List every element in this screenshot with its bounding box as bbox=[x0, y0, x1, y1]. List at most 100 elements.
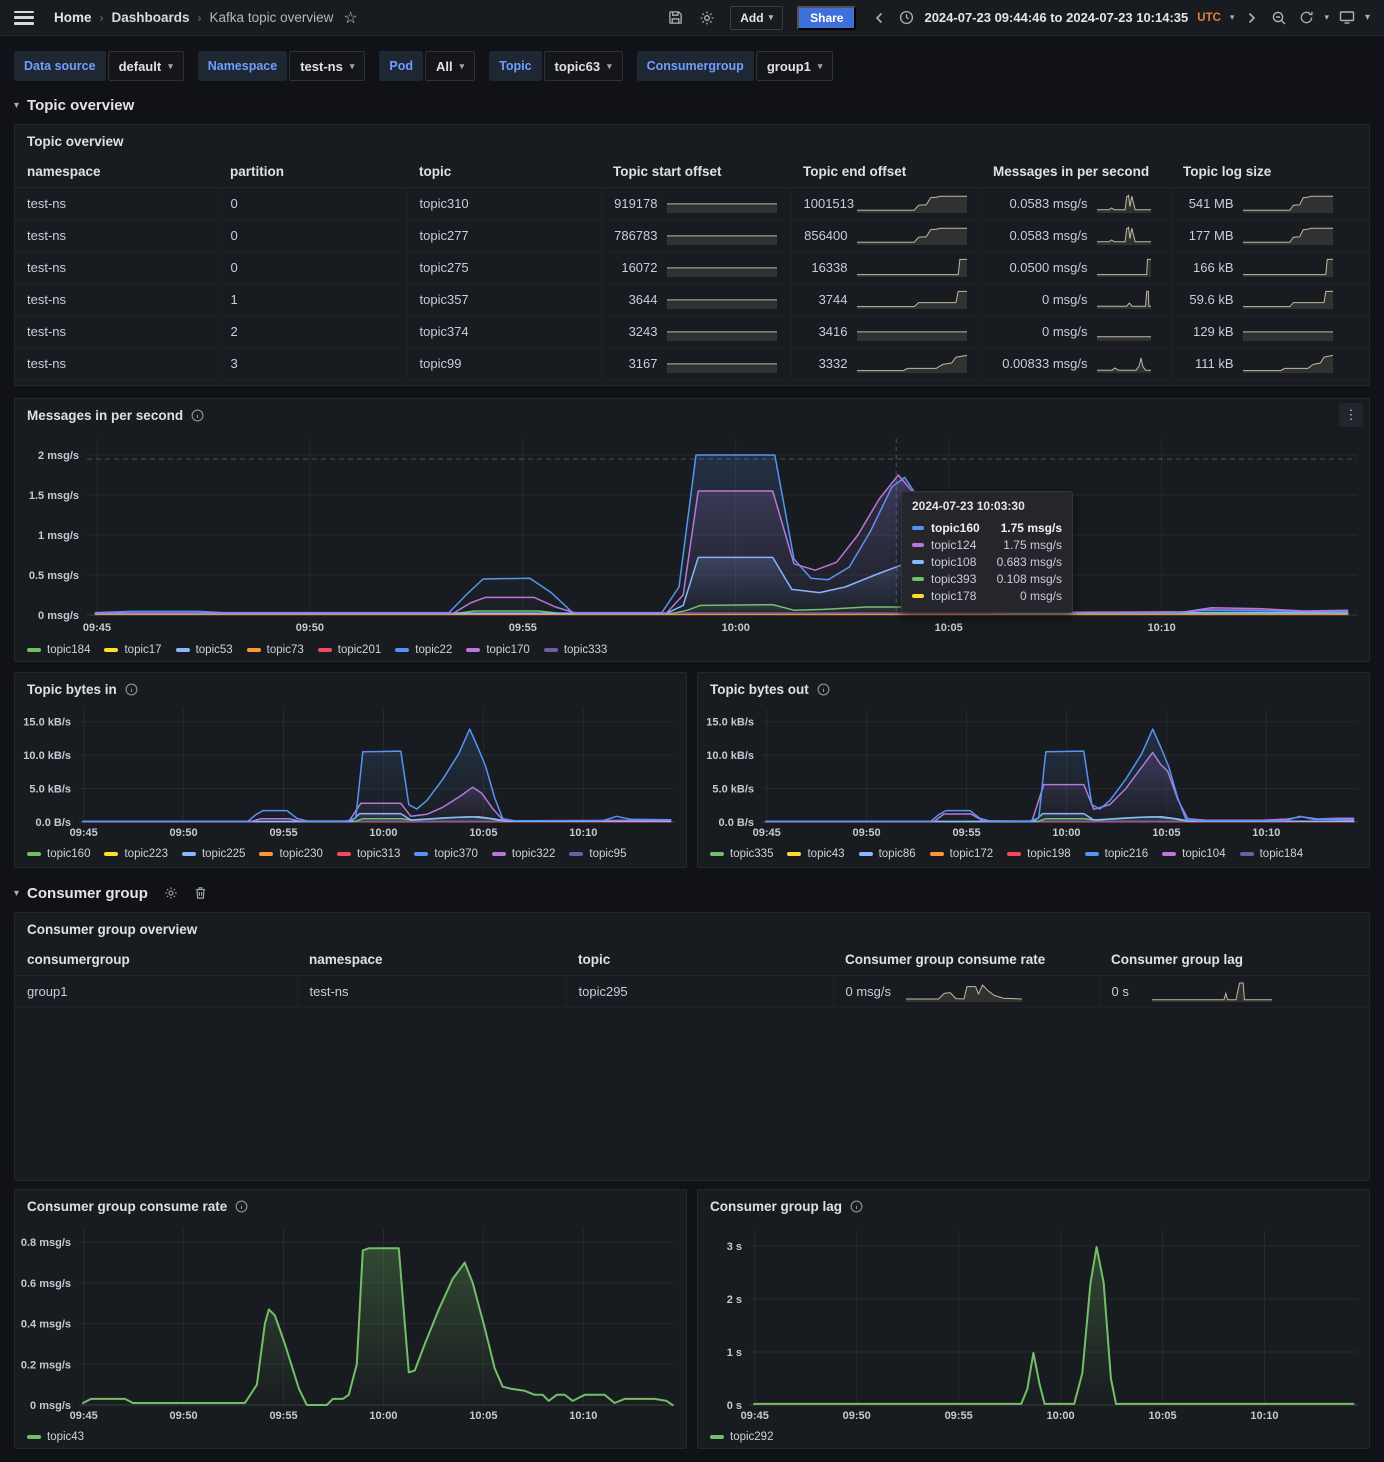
panel-title[interactable]: Consumer group overview bbox=[27, 921, 198, 937]
series-color-swatch bbox=[317, 648, 332, 652]
consumer-group-consume-rate-chart[interactable]: 0 msg/s 0.2 msg/s 0.4 msg/s 0.6 msg/s 0.8 ms… bbox=[15, 1222, 686, 1429]
column-header[interactable]: Messages in per second bbox=[981, 157, 1171, 188]
legend-item[interactable]: topic370 bbox=[414, 848, 478, 860]
menu-icon[interactable] bbox=[14, 10, 34, 25]
dashboard-settings-gear-icon[interactable] bbox=[698, 9, 716, 27]
time-range-caret-icon[interactable]: ▾ bbox=[1229, 12, 1235, 22]
legend-item[interactable]: topic333 bbox=[543, 644, 607, 656]
legend-item[interactable]: topic43 bbox=[27, 1431, 84, 1443]
svg-text:09:55: 09:55 bbox=[269, 827, 297, 839]
favorite-star-icon[interactable]: ☆ bbox=[343, 9, 358, 27]
zoom-out-icon[interactable] bbox=[1270, 9, 1288, 27]
series-color-swatch bbox=[1007, 852, 1022, 856]
panel-title[interactable]: Topic overview bbox=[27, 133, 124, 149]
legend-item[interactable]: topic313 bbox=[336, 848, 400, 860]
legend-item[interactable]: topic73 bbox=[246, 644, 304, 656]
column-header[interactable]: Topic start offset bbox=[601, 157, 791, 188]
time-range-text[interactable]: 2024-07-23 09:44:46 to 2024-07-23 10:14:… bbox=[924, 10, 1189, 25]
filter-value-dropdown[interactable]: default ▾ bbox=[107, 51, 184, 81]
legend-item[interactable]: topic201 bbox=[317, 644, 381, 656]
info-icon[interactable] bbox=[850, 1200, 863, 1213]
table-cell: 2 bbox=[218, 315, 408, 348]
section-consumer-group[interactable]: ▾ Consumer group bbox=[14, 882, 1370, 904]
legend-item[interactable]: topic172 bbox=[929, 848, 993, 860]
refresh-icon[interactable] bbox=[1297, 9, 1315, 27]
filter-label: Data source bbox=[14, 51, 106, 81]
time-shift-forward-icon[interactable] bbox=[1243, 9, 1261, 27]
legend-item[interactable]: topic95 bbox=[569, 848, 626, 860]
column-header[interactable]: Consumer group lag bbox=[1099, 945, 1369, 976]
table-row: test-ns 0 topic275 16072 16338 0.0500 msg/s 16… bbox=[15, 251, 1369, 284]
series-name: topic393 bbox=[931, 571, 977, 586]
panel-title[interactable]: Consumer group consume rate bbox=[27, 1198, 228, 1214]
panel-messages-in-per-second: Messages in per second ⋮ 0 msg/s 0.5 msg/… bbox=[14, 398, 1370, 662]
legend-item[interactable]: topic184 bbox=[27, 644, 90, 656]
filter-value-dropdown[interactable]: test-ns ▾ bbox=[289, 51, 366, 81]
info-icon[interactable] bbox=[191, 409, 204, 422]
legend-item[interactable]: topic104 bbox=[1162, 848, 1226, 860]
column-header[interactable]: namespace bbox=[297, 945, 566, 976]
panel-menu-kebab-icon[interactable]: ⋮ bbox=[1339, 403, 1363, 427]
legend-item[interactable]: topic230 bbox=[259, 848, 323, 860]
column-header[interactable]: topic bbox=[407, 157, 601, 188]
filter-value-dropdown[interactable]: topic63 ▾ bbox=[543, 51, 623, 81]
column-header[interactable]: topic bbox=[566, 945, 833, 976]
cell-value: 541 MB bbox=[1188, 195, 1234, 211]
legend-item[interactable]: topic225 bbox=[181, 848, 246, 860]
svg-text:10:10: 10:10 bbox=[1252, 827, 1280, 839]
filter-value-dropdown[interactable]: All ▾ bbox=[424, 51, 476, 81]
legend-item[interactable]: topic17 bbox=[104, 644, 162, 656]
clock-icon[interactable] bbox=[897, 9, 915, 27]
time-shift-back-icon[interactable] bbox=[870, 9, 888, 27]
legend-item[interactable]: topic160 bbox=[27, 848, 90, 860]
breadcrumb-dashboards[interactable]: Dashboards bbox=[111, 10, 190, 25]
column-header[interactable]: partition bbox=[218, 157, 407, 188]
legend-item[interactable]: topic43 bbox=[787, 848, 845, 860]
breadcrumb-home[interactable]: Home bbox=[54, 10, 92, 25]
legend-item[interactable]: topic223 bbox=[104, 848, 168, 860]
svg-text:15.0 kB/s: 15.0 kB/s bbox=[23, 717, 71, 729]
section-topic-overview[interactable]: ▾ Topic overview bbox=[14, 96, 135, 114]
timezone-label[interactable]: UTC bbox=[1197, 11, 1221, 24]
row-settings-gear-icon[interactable] bbox=[164, 886, 178, 900]
info-icon[interactable] bbox=[817, 683, 830, 696]
legend-item[interactable]: topic292 bbox=[710, 1431, 773, 1443]
sparkline bbox=[856, 331, 967, 341]
add-button[interactable]: Add ▾ bbox=[730, 5, 784, 30]
legend-item[interactable]: topic86 bbox=[858, 848, 916, 860]
messages-chart[interactable]: 0 msg/s 0.5 msg/s 1 msg/s 1.5 msg/s 2 msg/s 0… bbox=[15, 431, 1369, 642]
dashboard-variable-filters: Data source default ▾ Namespace test-ns ▾ Pod A… bbox=[14, 50, 1370, 82]
tv-kiosk-mode-icon[interactable] bbox=[1338, 9, 1356, 27]
column-header[interactable]: consumergroup bbox=[15, 945, 297, 976]
legend-item[interactable]: topic322 bbox=[491, 848, 555, 860]
panel-title[interactable]: Messages in per second bbox=[27, 407, 184, 423]
panel-title[interactable]: Topic bytes in bbox=[27, 681, 117, 697]
consumer-group-lag-chart[interactable]: 0 s 1 s 2 s 3 s 09:45 09:50 09:55 10:00 10:05 10:… bbox=[698, 1222, 1369, 1429]
legend-item[interactable]: topic53 bbox=[175, 644, 233, 656]
column-header[interactable]: Consumer group consume rate bbox=[833, 945, 1099, 976]
legend-item[interactable]: topic216 bbox=[1084, 848, 1148, 860]
legend-item[interactable]: topic170 bbox=[466, 644, 530, 656]
panel-title[interactable]: Topic bytes out bbox=[710, 681, 809, 697]
panel-title[interactable]: Consumer group lag bbox=[710, 1198, 843, 1214]
svg-text:10:00: 10:00 bbox=[1052, 827, 1080, 839]
legend-item[interactable]: topic184 bbox=[1239, 848, 1303, 860]
legend-item[interactable]: topic335 bbox=[710, 848, 773, 860]
legend-series-name: topic225 bbox=[201, 848, 246, 860]
legend-item[interactable]: topic22 bbox=[395, 644, 452, 656]
info-icon[interactable] bbox=[235, 1200, 248, 1213]
navbar-collapse-caret-icon[interactable]: ▾ bbox=[1364, 12, 1370, 23]
share-button[interactable]: Share bbox=[797, 5, 857, 30]
filter-value-dropdown[interactable]: group1 ▾ bbox=[755, 51, 834, 81]
row-delete-trash-icon[interactable] bbox=[194, 886, 207, 900]
save-dashboard-icon[interactable] bbox=[666, 9, 684, 27]
column-header[interactable]: Topic end offset bbox=[791, 157, 981, 188]
refresh-interval-caret-icon[interactable]: ▾ bbox=[1324, 12, 1329, 22]
column-header[interactable]: Topic log size bbox=[1171, 157, 1369, 188]
svg-text:3 s: 3 s bbox=[727, 1241, 742, 1253]
column-header[interactable]: namespace bbox=[15, 157, 218, 188]
legend-item[interactable]: topic198 bbox=[1007, 848, 1071, 860]
topic-bytes-out-chart[interactable]: 0.0 B/s 5.0 kB/s 10.0 kB/s 15.0 kB/s 09:45 09… bbox=[698, 705, 1369, 846]
info-icon[interactable] bbox=[125, 683, 138, 696]
topic-bytes-in-chart[interactable]: 0.0 B/s 5.0 kB/s 10.0 kB/s 15.0 kB/s 09:45 09… bbox=[15, 705, 686, 846]
